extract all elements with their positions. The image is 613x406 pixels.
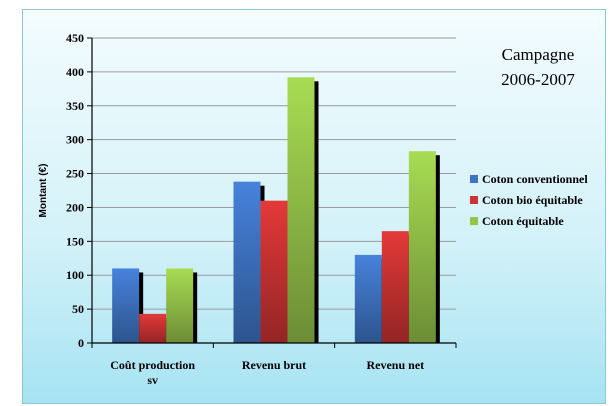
axes xyxy=(91,38,457,348)
y-tick-label: 200 xyxy=(66,200,84,214)
y-tick-label: 0 xyxy=(78,336,84,350)
chart-title-line: Campagne xyxy=(502,45,575,64)
y-tick-label: 400 xyxy=(66,65,84,79)
legend-swatch xyxy=(470,196,478,204)
legend-label: Coton conventionnel xyxy=(482,172,588,186)
y-tick-label: 250 xyxy=(66,167,84,181)
bars xyxy=(112,77,440,344)
chart-title: Campagne 2006-2007 xyxy=(501,45,575,89)
x-category-label: Coût production xyxy=(110,358,195,372)
y-tick-labels: 0 50 100 150 200 250 300 350 400 450 xyxy=(66,31,84,350)
bar xyxy=(166,268,194,343)
bar xyxy=(233,181,261,343)
legend-swatch xyxy=(470,217,478,225)
y-tick-label: 450 xyxy=(66,31,84,45)
bar xyxy=(139,313,167,343)
bar xyxy=(408,151,436,343)
y-axis-label: Montant (€) xyxy=(38,164,49,218)
bar xyxy=(354,254,382,343)
y-tick-label: 150 xyxy=(66,234,84,248)
x-category-label: Revenu net xyxy=(366,358,424,372)
legend-swatch xyxy=(470,175,478,183)
legend-label: Coton bio équitable xyxy=(482,193,583,207)
bar xyxy=(287,77,315,344)
chart-title-line: 2006-2007 xyxy=(501,70,575,89)
y-tick-label: 100 xyxy=(66,268,84,282)
legend: Coton conventionnel Coton bio équitable Co… xyxy=(470,172,588,228)
bar xyxy=(260,200,288,343)
x-category-label: Revenu brut xyxy=(242,358,306,372)
legend-label: Coton équitable xyxy=(482,214,564,228)
y-tick-label: 300 xyxy=(66,133,84,147)
x-category-label: sv xyxy=(147,373,158,387)
y-tick-label: 350 xyxy=(66,99,84,113)
y-tick-label: 50 xyxy=(72,302,84,316)
bar xyxy=(381,231,409,343)
bar xyxy=(112,268,140,343)
